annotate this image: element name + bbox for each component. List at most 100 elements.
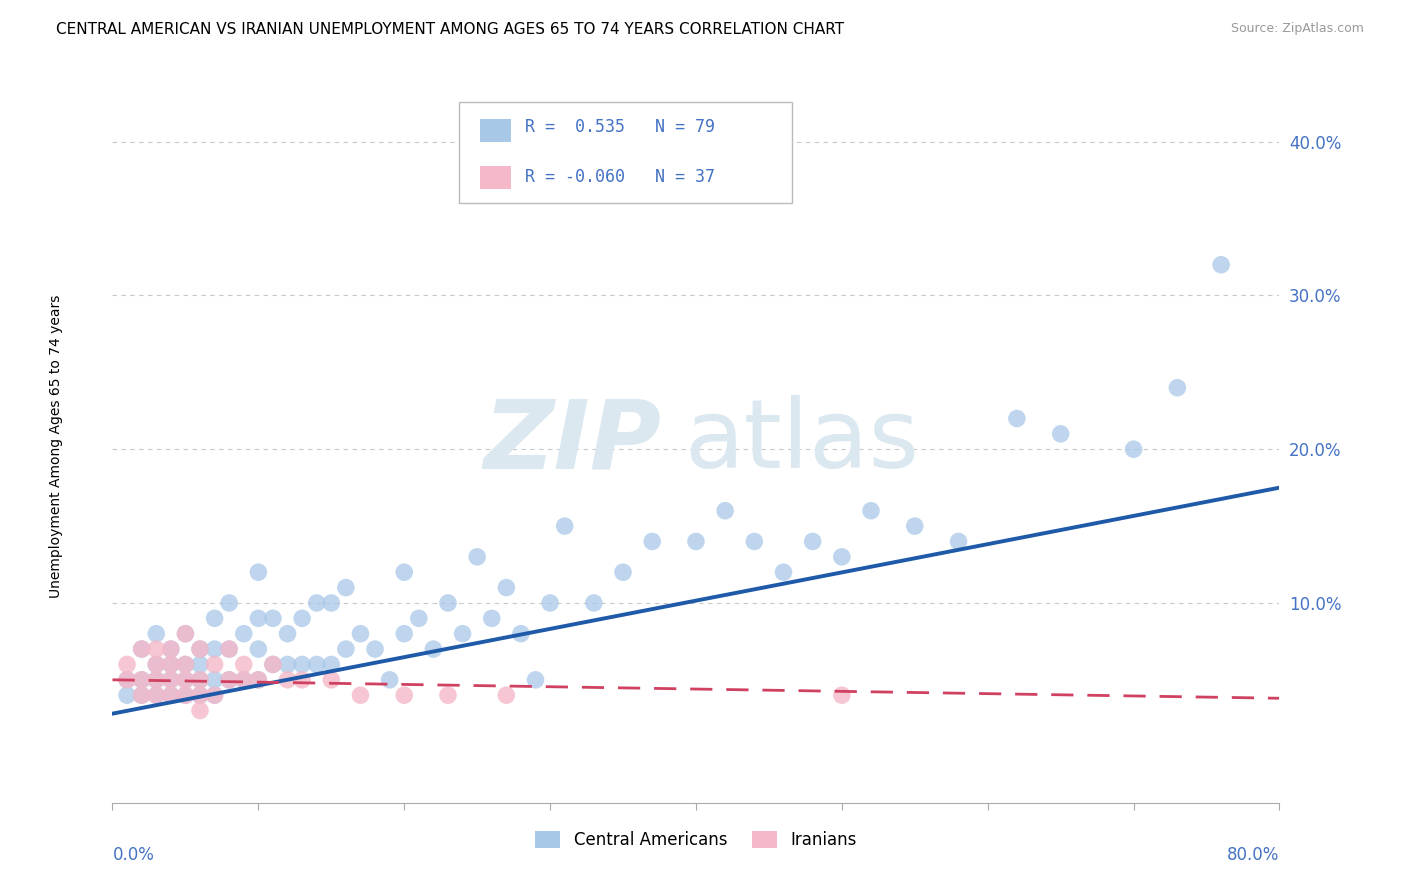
- Point: [451, 626, 474, 640]
- Point: [204, 657, 226, 672]
- Point: [305, 596, 328, 610]
- Point: [262, 657, 284, 672]
- Point: [160, 673, 183, 687]
- Point: [204, 673, 226, 687]
- Text: R =  0.535   N = 79: R = 0.535 N = 79: [524, 119, 716, 136]
- Point: [218, 642, 240, 657]
- Point: [188, 704, 211, 718]
- Point: [364, 642, 387, 657]
- Point: [262, 611, 284, 625]
- Point: [188, 688, 211, 702]
- Point: [408, 611, 430, 625]
- Text: 80.0%: 80.0%: [1227, 847, 1279, 864]
- Point: [115, 657, 138, 672]
- Text: Unemployment Among Ages 65 to 74 years: Unemployment Among Ages 65 to 74 years: [49, 294, 63, 598]
- Point: [131, 642, 153, 657]
- Point: [437, 596, 460, 610]
- Point: [145, 642, 167, 657]
- Point: [160, 657, 183, 672]
- Text: atlas: atlas: [685, 395, 920, 488]
- Point: [131, 673, 153, 687]
- Point: [115, 673, 138, 687]
- Point: [174, 673, 197, 687]
- Point: [174, 657, 197, 672]
- Point: [160, 673, 183, 687]
- Point: [291, 611, 314, 625]
- Point: [247, 673, 270, 687]
- Point: [218, 673, 240, 687]
- Point: [321, 673, 343, 687]
- Point: [247, 642, 270, 657]
- Point: [160, 657, 183, 672]
- Point: [612, 565, 634, 579]
- Point: [131, 673, 153, 687]
- Point: [948, 534, 970, 549]
- Point: [188, 673, 211, 687]
- Point: [831, 549, 853, 564]
- Point: [554, 519, 576, 533]
- Point: [145, 673, 167, 687]
- Point: [714, 504, 737, 518]
- Point: [349, 688, 371, 702]
- Point: [394, 626, 416, 640]
- Point: [174, 626, 197, 640]
- Point: [321, 657, 343, 672]
- Point: [465, 549, 488, 564]
- Point: [160, 642, 183, 657]
- Point: [174, 657, 197, 672]
- Point: [174, 688, 197, 702]
- Point: [1166, 381, 1188, 395]
- Point: [335, 581, 357, 595]
- Point: [145, 626, 167, 640]
- Point: [232, 626, 254, 640]
- Point: [904, 519, 927, 533]
- Point: [1209, 258, 1232, 272]
- Point: [685, 534, 707, 549]
- FancyBboxPatch shape: [479, 166, 512, 189]
- Point: [1122, 442, 1144, 457]
- Text: 0.0%: 0.0%: [112, 847, 155, 864]
- Point: [1049, 426, 1071, 441]
- Point: [1005, 411, 1028, 425]
- Point: [188, 642, 211, 657]
- Point: [204, 688, 226, 702]
- Point: [538, 596, 561, 610]
- Point: [218, 673, 240, 687]
- Text: R = -0.060   N = 37: R = -0.060 N = 37: [524, 168, 716, 186]
- Point: [188, 642, 211, 657]
- Point: [115, 688, 138, 702]
- Point: [232, 673, 254, 687]
- Point: [247, 673, 270, 687]
- Point: [160, 642, 183, 657]
- Point: [495, 688, 517, 702]
- Point: [247, 565, 270, 579]
- Point: [524, 673, 547, 687]
- Point: [509, 626, 531, 640]
- Point: [188, 673, 211, 687]
- Point: [145, 657, 167, 672]
- Text: Source: ZipAtlas.com: Source: ZipAtlas.com: [1230, 22, 1364, 36]
- Point: [188, 688, 211, 702]
- FancyBboxPatch shape: [460, 102, 792, 203]
- Point: [394, 565, 416, 579]
- Point: [321, 596, 343, 610]
- Point: [276, 626, 298, 640]
- Legend: Central Americans, Iranians: Central Americans, Iranians: [529, 824, 863, 856]
- Point: [378, 673, 401, 687]
- Point: [276, 673, 298, 687]
- Point: [204, 688, 226, 702]
- Point: [145, 657, 167, 672]
- Point: [262, 657, 284, 672]
- Point: [204, 642, 226, 657]
- Point: [145, 688, 167, 702]
- FancyBboxPatch shape: [479, 119, 512, 142]
- Point: [218, 642, 240, 657]
- Text: CENTRAL AMERICAN VS IRANIAN UNEMPLOYMENT AMONG AGES 65 TO 74 YEARS CORRELATION C: CENTRAL AMERICAN VS IRANIAN UNEMPLOYMENT…: [56, 22, 845, 37]
- Point: [131, 688, 153, 702]
- Point: [174, 688, 197, 702]
- Point: [131, 688, 153, 702]
- Point: [131, 642, 153, 657]
- Point: [276, 657, 298, 672]
- Point: [174, 673, 197, 687]
- Point: [174, 626, 197, 640]
